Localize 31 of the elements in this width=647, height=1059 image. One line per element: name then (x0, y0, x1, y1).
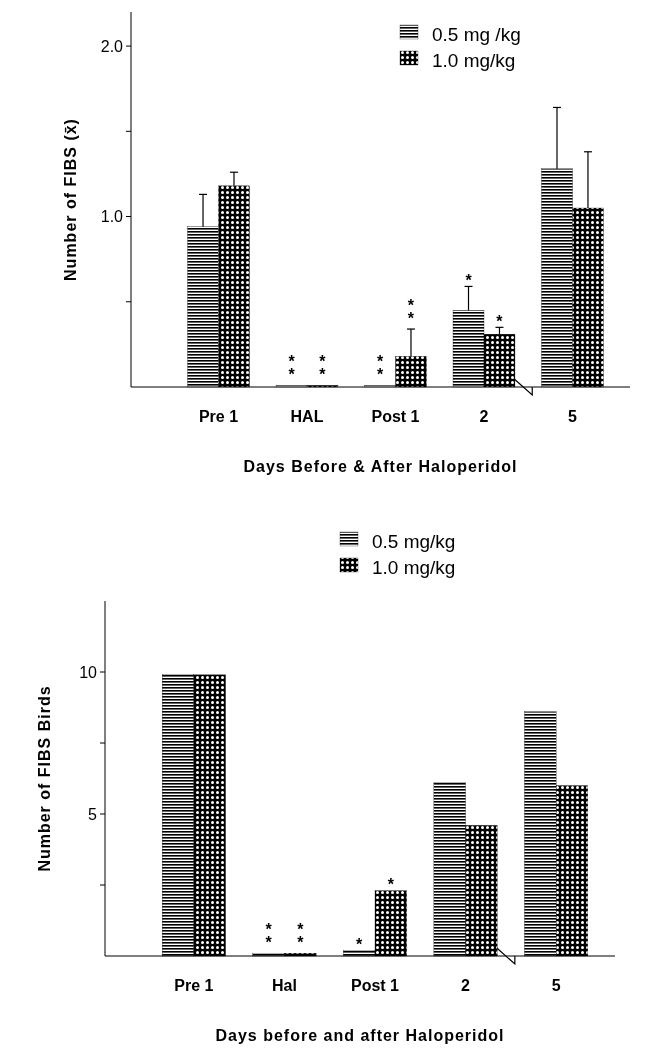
data-label: ** (402, 297, 420, 324)
data-label: ** (291, 921, 309, 948)
data-label: * (350, 935, 368, 949)
x-tick-label: 2 (479, 408, 489, 425)
data-label: * (490, 312, 508, 326)
x-tick-label: 2 (461, 977, 471, 994)
x-tick-label: Post 1 (350, 977, 400, 994)
data-label: * (460, 271, 477, 285)
data-label: * (382, 876, 400, 890)
legend-label: 0.5 mg/kg (372, 530, 456, 552)
data-label: ** (283, 353, 301, 380)
x-axis-title: Days before and after Haloperidol (215, 1027, 505, 1044)
data-label: ** (260, 921, 278, 948)
y-axis-title: Number of FIBS Birds (36, 685, 53, 872)
x-axis-title: Days Before & After Haloperidol (243, 458, 518, 475)
data-label: ** (314, 353, 331, 380)
data-label: ** (371, 353, 389, 380)
x-tick-label: 5 (568, 408, 578, 425)
y-tick-label: 2.0 (100, 37, 124, 55)
y-axis-title: Number of FIBS (x̄) (62, 118, 79, 281)
y-tick-label: 10 (79, 663, 98, 681)
legend-label: 0.5 mg /kg (432, 23, 521, 45)
x-tick-label: Pre 1 (198, 408, 239, 425)
legend-label: 1.0 mg/kg (372, 556, 456, 578)
y-tick-label: 1.0 (100, 208, 124, 226)
x-tick-label: Hal (271, 977, 297, 994)
x-tick-label: 5 (551, 977, 561, 994)
x-tick-label: Post 1 (371, 408, 420, 425)
x-tick-label: HAL (290, 408, 324, 425)
legend-label: 1.0 mg/kg (432, 49, 516, 71)
x-tick-label: Pre 1 (174, 977, 214, 994)
